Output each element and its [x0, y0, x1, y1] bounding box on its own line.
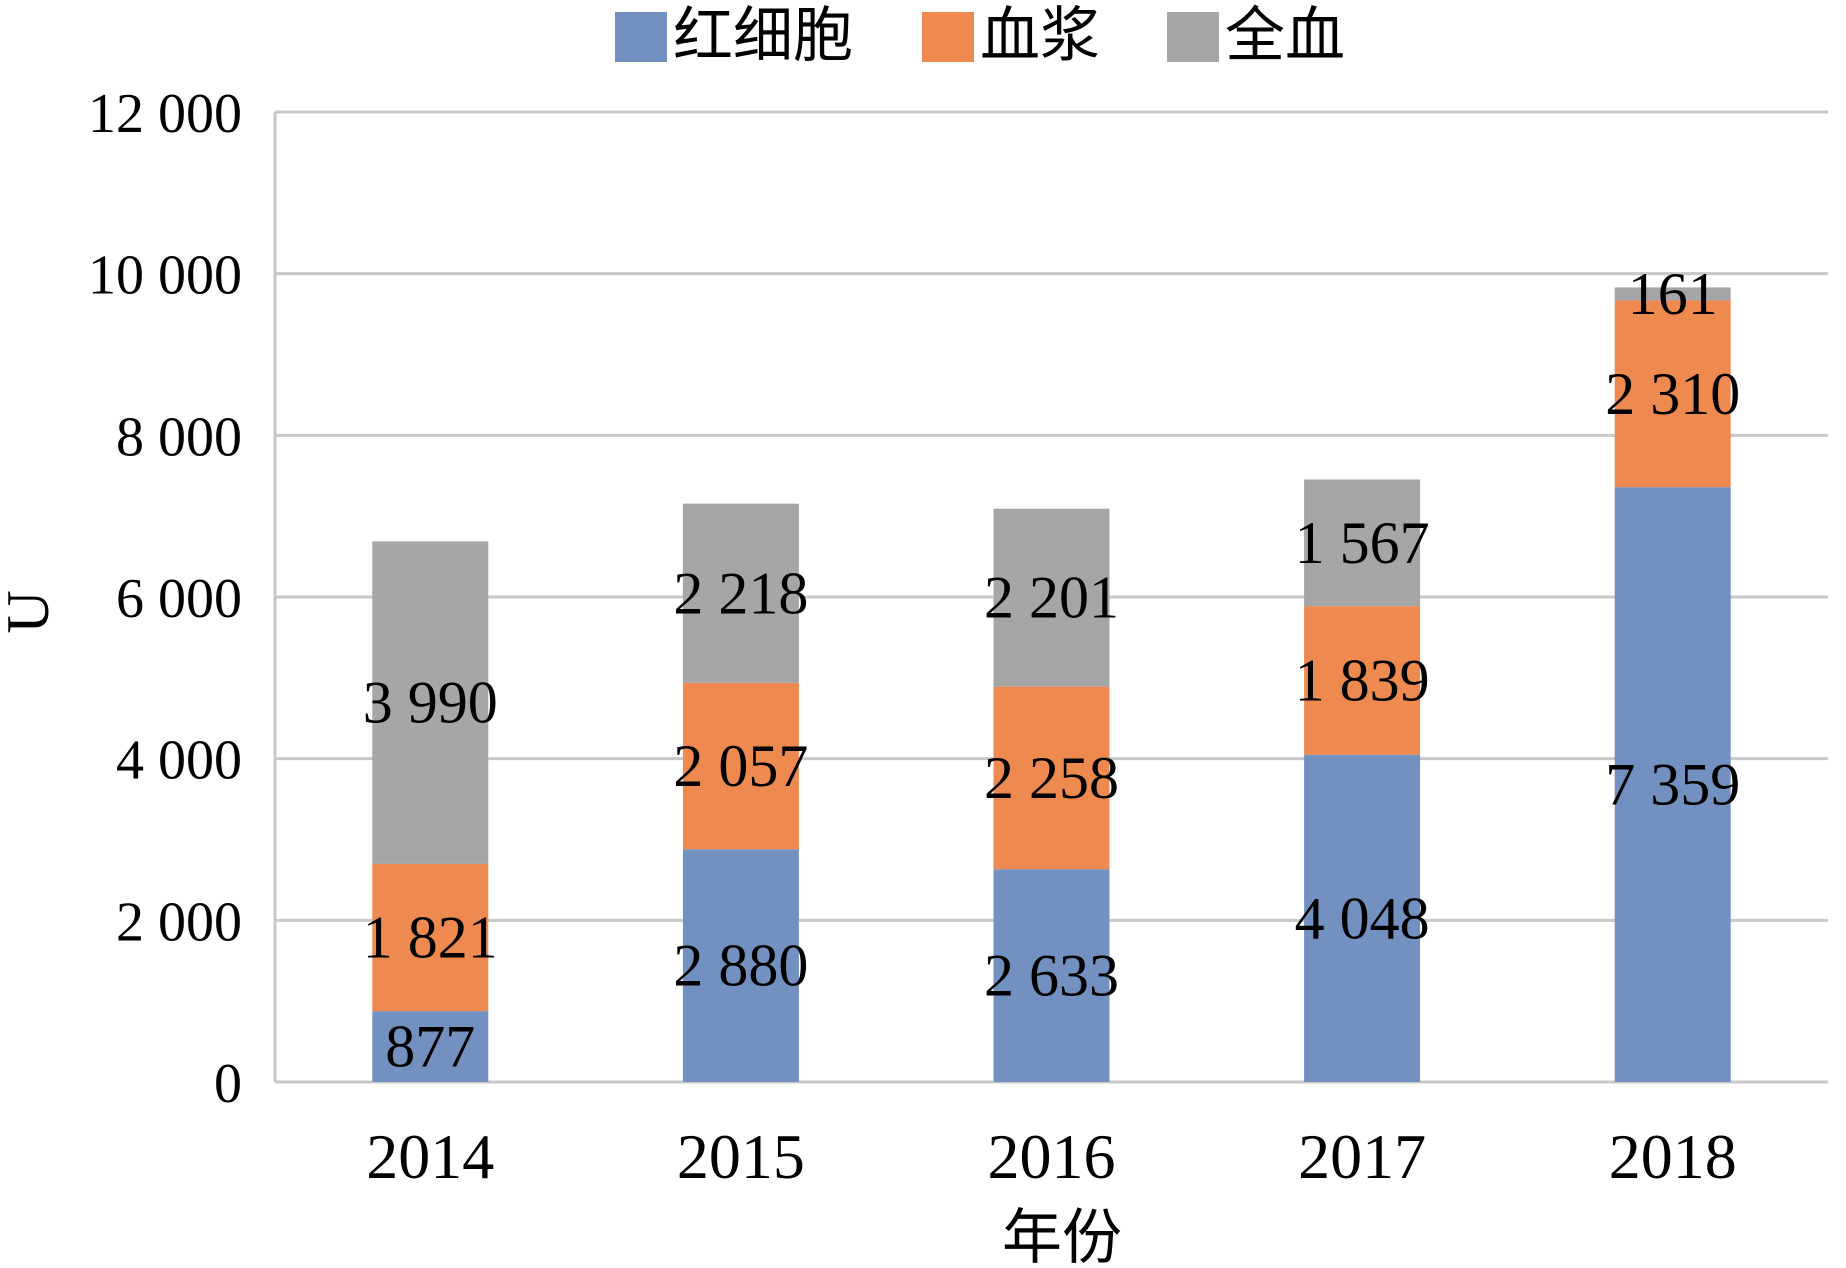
bar-2-2018: [1614, 287, 1731, 301]
bar-2-2016: [993, 508, 1110, 687]
legend-swatch-2: [1167, 12, 1219, 62]
data-label: 1 839: [1295, 647, 1430, 713]
data-label: 2 258: [984, 745, 1119, 811]
data-label: 161: [1628, 261, 1718, 327]
y-tick-label: 2 000: [116, 891, 242, 953]
data-label: 2 218: [673, 560, 808, 626]
data-label: 2 057: [673, 733, 808, 799]
bar-1-2014: [372, 863, 489, 1012]
legend: 红细胞 血浆 全血: [615, 3, 1345, 69]
bars: [372, 287, 1731, 1083]
legend-label-0: 红细胞: [673, 3, 853, 69]
x-tick-label: 2017: [1298, 1121, 1426, 1192]
bar-1-2016: [993, 686, 1110, 870]
bar-0-2016: [993, 869, 1110, 1082]
bar-1-2017: [1304, 606, 1421, 755]
y-tick-label: 4 000: [116, 730, 242, 792]
data-label: 1 821: [363, 905, 498, 971]
data-label: 7 359: [1605, 752, 1740, 818]
legend-label-1: 血浆: [980, 3, 1100, 69]
y-tick-label: 10 000: [88, 245, 242, 307]
data-label: 1 567: [1295, 510, 1430, 576]
y-axis-ticks: 0 2 000 4 000 6 000 8 000 10 000 12 000: [88, 83, 242, 1115]
x-tick-label: 2014: [366, 1121, 494, 1192]
data-label: 4 048: [1295, 885, 1430, 951]
x-tick-label: 2016: [988, 1121, 1116, 1192]
data-label: 3 990: [363, 670, 498, 736]
legend-swatch-1: [922, 12, 974, 62]
legend-label-2: 全血: [1225, 3, 1345, 69]
bar-0-2014: [372, 1011, 489, 1082]
data-label: 877: [385, 1014, 475, 1080]
bar-0-2015: [682, 849, 799, 1082]
bar-0-2017: [1304, 754, 1421, 1082]
legend-swatch-0: [615, 12, 667, 62]
y-axis-title: U: [0, 590, 61, 633]
bar-0-2018: [1614, 487, 1731, 1083]
y-tick-label: 12 000: [88, 83, 242, 145]
x-tick-label: 2015: [677, 1121, 805, 1192]
data-label: 2 633: [984, 943, 1119, 1009]
x-tick-label: 2018: [1609, 1121, 1737, 1192]
y-tick-label: 8 000: [116, 406, 242, 468]
data-label: 2 310: [1605, 361, 1740, 427]
data-labels: 877 1 821 3 990 2 880 2 057 2 218 2 633 2 258 2 …: [363, 261, 1740, 1080]
data-label: 2 880: [673, 933, 808, 999]
bar-2-2014: [372, 541, 489, 864]
bar-2-2017: [1304, 479, 1421, 607]
data-label: 2 201: [984, 565, 1119, 631]
bar-1-2015: [682, 682, 799, 850]
y-tick-label: 6 000: [116, 568, 242, 630]
bar-2-2015: [682, 503, 799, 683]
bar-1-2018: [1614, 300, 1731, 488]
y-tick-label: 0: [214, 1053, 242, 1115]
x-axis-title: 年份: [1002, 1205, 1122, 1268]
x-axis-ticks: 2014 2015 2016 2017 2018: [366, 1121, 1736, 1192]
